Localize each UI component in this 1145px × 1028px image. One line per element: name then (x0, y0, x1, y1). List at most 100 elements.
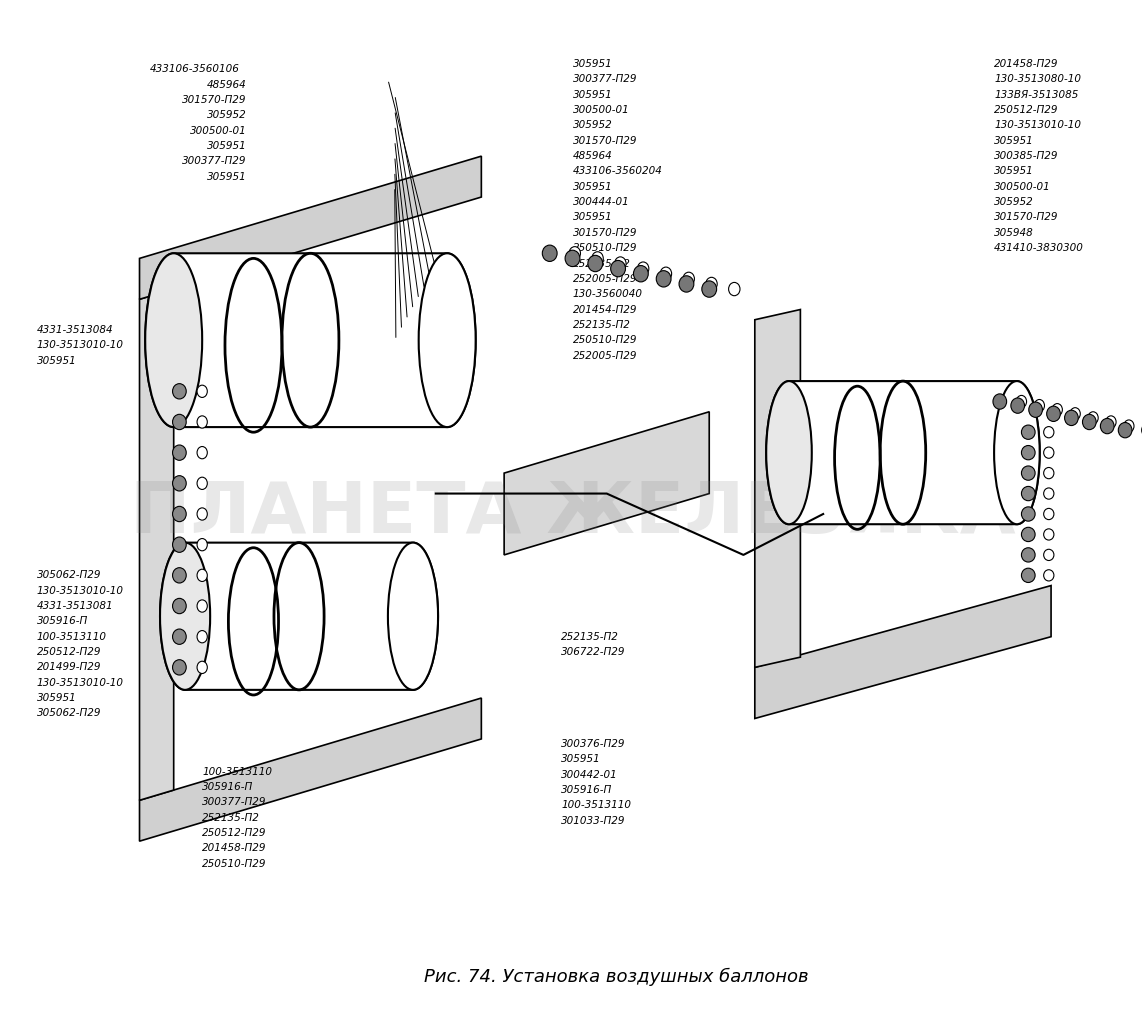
Text: 305951: 305951 (572, 182, 613, 192)
Ellipse shape (197, 386, 207, 398)
Ellipse shape (145, 253, 203, 427)
Ellipse shape (702, 281, 717, 297)
Text: 252005-П29: 252005-П29 (572, 273, 637, 284)
Text: 130-3513080-10: 130-3513080-10 (994, 74, 1081, 84)
Ellipse shape (1021, 507, 1035, 521)
Text: 301570-П29: 301570-П29 (572, 136, 637, 146)
Polygon shape (755, 309, 800, 667)
Ellipse shape (197, 508, 207, 520)
Ellipse shape (1021, 466, 1035, 480)
Text: 100-3513110: 100-3513110 (37, 631, 106, 641)
Text: 300377-П29: 300377-П29 (572, 74, 637, 84)
Ellipse shape (388, 543, 439, 690)
Text: 305951: 305951 (37, 356, 77, 366)
Ellipse shape (1034, 400, 1044, 412)
Ellipse shape (173, 629, 187, 645)
Text: Рис. 74. Установка воздушных баллонов: Рис. 74. Установка воздушных баллонов (425, 968, 810, 987)
Polygon shape (145, 253, 475, 427)
Ellipse shape (1021, 486, 1035, 501)
Text: 301033-П29: 301033-П29 (561, 816, 625, 825)
Text: 485964: 485964 (572, 151, 613, 161)
Ellipse shape (1021, 548, 1035, 562)
Text: 306722-П29: 306722-П29 (561, 647, 625, 657)
Ellipse shape (566, 250, 579, 266)
Ellipse shape (1100, 418, 1114, 434)
Ellipse shape (1021, 527, 1035, 542)
Text: 305951: 305951 (207, 172, 246, 182)
Polygon shape (140, 289, 174, 800)
Ellipse shape (610, 260, 625, 277)
Text: 305916-П: 305916-П (37, 617, 88, 626)
Text: 252135-П2: 252135-П2 (203, 813, 260, 822)
Text: ПЛАНЕТА ЖЕЛЕЗЯКА: ПЛАНЕТА ЖЕЛЕЗЯКА (129, 479, 1016, 549)
Ellipse shape (419, 253, 475, 427)
Ellipse shape (173, 567, 187, 583)
Text: 300377-П29: 300377-П29 (182, 156, 246, 167)
Text: 305951: 305951 (572, 89, 613, 100)
Ellipse shape (1043, 427, 1053, 438)
Text: 300385-П29: 300385-П29 (994, 151, 1059, 161)
Ellipse shape (592, 252, 603, 265)
Ellipse shape (197, 661, 207, 673)
Polygon shape (140, 156, 481, 299)
Text: 305951: 305951 (572, 60, 613, 69)
Text: 4331-3513081: 4331-3513081 (37, 601, 113, 611)
Text: 4331-3513084: 4331-3513084 (37, 325, 113, 335)
Ellipse shape (1043, 509, 1053, 519)
Polygon shape (160, 543, 439, 690)
Ellipse shape (656, 270, 671, 287)
Text: 305951: 305951 (207, 141, 246, 151)
Text: 300500-01: 300500-01 (190, 125, 246, 136)
Ellipse shape (173, 598, 187, 614)
Text: 250510-П29: 250510-П29 (203, 858, 267, 869)
Ellipse shape (197, 539, 207, 551)
Text: 250512-П29: 250512-П29 (203, 828, 267, 838)
Ellipse shape (1043, 549, 1053, 560)
Ellipse shape (994, 381, 1040, 524)
Text: 305948: 305948 (994, 228, 1034, 237)
Text: 305951: 305951 (994, 167, 1034, 177)
Text: 250510-П29: 250510-П29 (572, 335, 637, 345)
Text: 201458-П29: 201458-П29 (994, 60, 1059, 69)
Text: 100-3513110: 100-3513110 (203, 767, 273, 777)
Text: 305951: 305951 (572, 213, 613, 222)
Text: 305062-П29: 305062-П29 (37, 571, 102, 581)
Ellipse shape (1017, 396, 1027, 408)
Ellipse shape (633, 265, 648, 282)
Ellipse shape (1043, 468, 1053, 479)
Ellipse shape (1047, 406, 1060, 421)
Ellipse shape (1106, 416, 1116, 428)
Text: 305916-П: 305916-П (203, 782, 253, 792)
Ellipse shape (1082, 414, 1096, 430)
Ellipse shape (1021, 425, 1035, 439)
Text: 433106-3560106: 433106-3560106 (150, 64, 239, 74)
Text: 431410-3830300: 431410-3830300 (994, 244, 1084, 253)
Ellipse shape (569, 247, 581, 260)
Ellipse shape (173, 445, 187, 461)
Text: 305916-П: 305916-П (561, 785, 613, 795)
Ellipse shape (766, 381, 812, 524)
Ellipse shape (679, 276, 694, 292)
Ellipse shape (197, 416, 207, 428)
Ellipse shape (1088, 412, 1098, 424)
Ellipse shape (684, 272, 694, 286)
Text: 305951: 305951 (994, 136, 1034, 146)
Text: 252005-П29: 252005-П29 (572, 351, 637, 361)
Ellipse shape (1043, 528, 1053, 540)
Text: 130-3513010-10: 130-3513010-10 (37, 586, 124, 595)
Ellipse shape (1119, 423, 1132, 438)
Ellipse shape (1043, 447, 1053, 458)
Text: 250512-П29: 250512-П29 (994, 105, 1059, 115)
Text: 130-3513010-10: 130-3513010-10 (994, 120, 1081, 131)
Text: 133ВЯ-3513085: 133ВЯ-3513085 (994, 89, 1079, 100)
Text: 305062-П29: 305062-П29 (37, 708, 102, 719)
Ellipse shape (638, 262, 649, 276)
Text: 305951: 305951 (561, 755, 601, 765)
Text: 301570-П29: 301570-П29 (994, 213, 1059, 222)
Ellipse shape (728, 283, 740, 296)
Text: 130-3513010-10: 130-3513010-10 (37, 677, 124, 688)
Ellipse shape (1011, 398, 1025, 413)
Text: 300500-01: 300500-01 (572, 105, 630, 115)
Ellipse shape (993, 394, 1006, 409)
Ellipse shape (173, 660, 187, 675)
